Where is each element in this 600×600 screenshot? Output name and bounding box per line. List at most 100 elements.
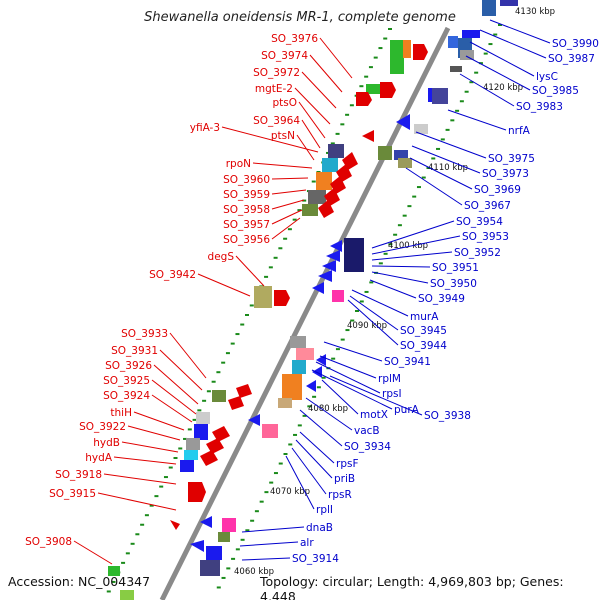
gene-label-right[interactable]: rpsI <box>382 388 402 400</box>
gene-block[interactable] <box>218 532 230 542</box>
gene-block[interactable] <box>414 124 428 134</box>
gene-label-left[interactable]: SO_3958 <box>223 204 270 216</box>
gene-block[interactable] <box>194 424 208 440</box>
gene-block[interactable] <box>196 412 210 424</box>
gene-block[interactable] <box>262 424 278 438</box>
gene-label-right[interactable]: SO_3934 <box>344 441 391 453</box>
gene-label-left[interactable]: SO_3926 <box>105 360 152 372</box>
gene-label-right[interactable]: SO_3949 <box>418 293 465 305</box>
gene-label-right[interactable]: rplM <box>378 373 401 385</box>
gene-label-left[interactable]: SO_3922 <box>79 421 126 433</box>
gene-arrow[interactable] <box>248 414 260 426</box>
gene-arrow[interactable] <box>236 384 252 398</box>
gene-label-left[interactable]: degS <box>208 251 235 263</box>
gene-block[interactable] <box>296 348 314 360</box>
gene-label-left[interactable]: mgtE-2 <box>255 83 293 95</box>
gene-label-left[interactable]: hydA <box>85 452 113 464</box>
gene-label-right[interactable]: SO_3950 <box>430 278 477 290</box>
gene-label-left[interactable]: SO_3964 <box>253 115 300 127</box>
gene-label-right[interactable]: SO_3954 <box>456 216 503 228</box>
gene-block[interactable] <box>292 360 306 374</box>
gene-label-right[interactable]: SO_3985 <box>532 85 579 97</box>
gene-label-right[interactable]: SO_3987 <box>548 53 595 65</box>
gene-block[interactable] <box>120 590 134 600</box>
gene-label-left[interactable]: SO_3915 <box>49 488 96 500</box>
gene-label-right[interactable]: vacB <box>354 425 380 437</box>
gene-label-left[interactable]: rpoN <box>226 158 251 170</box>
gene-label-left[interactable]: yfiA-3 <box>190 122 220 134</box>
gene-block[interactable] <box>394 150 408 160</box>
gene-block[interactable] <box>344 238 364 272</box>
gene-label-right[interactable]: rplI <box>316 504 333 516</box>
gene-arrow[interactable] <box>312 282 324 294</box>
gene-label-right[interactable]: rpsR <box>328 489 352 501</box>
gene-arrow[interactable] <box>362 130 374 142</box>
gene-label-right[interactable]: motX <box>360 409 388 421</box>
gene-arrow[interactable] <box>318 200 334 218</box>
gene-block[interactable] <box>222 518 236 532</box>
gene-arrow[interactable] <box>330 240 342 252</box>
gene-label-right[interactable]: priB <box>334 473 355 485</box>
gene-arrow[interactable] <box>190 540 204 552</box>
gene-label-left[interactable]: SO_3908 <box>25 536 72 548</box>
gene-block[interactable] <box>302 204 318 216</box>
gene-block[interactable] <box>212 390 226 402</box>
gene-block[interactable] <box>378 146 392 160</box>
gene-label-right[interactable]: SO_3914 <box>292 553 339 565</box>
gene-arrow[interactable] <box>170 520 180 530</box>
gene-label-left[interactable]: SO_3956 <box>223 234 270 246</box>
gene-label-right[interactable]: murA <box>410 311 439 323</box>
gene-block[interactable] <box>308 190 326 204</box>
gene-label-right[interactable]: SO_3953 <box>462 231 509 243</box>
gene-arrow[interactable] <box>326 250 340 262</box>
gene-label-right[interactable]: SO_3969 <box>474 184 521 196</box>
gene-label-left[interactable]: SO_3960 <box>223 174 270 186</box>
gene-label-left[interactable]: ptsN <box>271 130 295 142</box>
gene-arrow[interactable] <box>413 44 428 60</box>
gene-block[interactable] <box>403 40 411 58</box>
gene-block[interactable] <box>328 144 344 158</box>
gene-label-left[interactable]: thiH <box>110 407 132 419</box>
gene-block[interactable] <box>482 0 496 16</box>
gene-arrow[interactable] <box>396 114 410 130</box>
gene-block[interactable] <box>332 290 344 302</box>
gene-label-left[interactable]: SO_3957 <box>223 219 270 231</box>
gene-block[interactable] <box>448 36 458 48</box>
gene-arrow[interactable] <box>228 396 244 410</box>
gene-block[interactable] <box>450 66 462 72</box>
gene-block[interactable] <box>322 158 338 172</box>
gene-label-right[interactable]: rpsF <box>336 458 359 470</box>
gene-label-right[interactable]: alr <box>300 537 314 549</box>
gene-label-right[interactable]: SO_3938 <box>424 410 471 422</box>
gene-arrow[interactable] <box>200 516 212 528</box>
gene-label-left[interactable]: ptsO <box>272 97 297 109</box>
gene-label-right[interactable]: SO_3941 <box>384 356 431 368</box>
gene-label-right[interactable]: SO_3975 <box>488 153 535 165</box>
gene-label-right[interactable]: SO_3983 <box>516 101 563 113</box>
gene-label-right[interactable]: SO_3990 <box>552 38 599 50</box>
gene-block[interactable] <box>462 30 480 38</box>
gene-block[interactable] <box>366 84 380 94</box>
gene-label-left[interactable]: SO_3972 <box>253 67 300 79</box>
gene-block[interactable] <box>432 88 448 104</box>
gene-label-right[interactable]: SO_3952 <box>454 247 501 259</box>
gene-block[interactable] <box>282 374 302 400</box>
gene-label-left[interactable]: SO_3976 <box>271 33 318 45</box>
gene-block[interactable] <box>180 460 194 472</box>
gene-block[interactable] <box>206 546 222 560</box>
gene-arrow[interactable] <box>274 290 290 306</box>
gene-arrow[interactable] <box>306 380 316 392</box>
gene-label-left[interactable]: SO_3924 <box>103 390 150 402</box>
gene-label-left[interactable]: SO_3925 <box>103 375 150 387</box>
gene-label-right[interactable]: SO_3973 <box>482 168 529 180</box>
gene-block[interactable] <box>290 336 306 348</box>
gene-arrow[interactable] <box>188 482 206 502</box>
gene-label-right[interactable]: SO_3967 <box>464 200 511 212</box>
gene-arrow[interactable] <box>200 450 218 466</box>
gene-label-left[interactable]: SO_3931 <box>111 345 158 357</box>
gene-label-right[interactable]: SO_3944 <box>400 340 447 352</box>
gene-arrow[interactable] <box>318 270 332 282</box>
gene-label-left[interactable]: SO_3918 <box>55 469 102 481</box>
gene-label-right[interactable]: dnaB <box>306 522 333 534</box>
gene-arrow[interactable] <box>212 426 230 442</box>
